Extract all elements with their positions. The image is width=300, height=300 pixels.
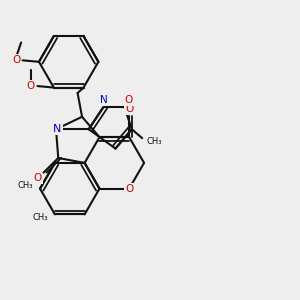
Text: CH₃: CH₃ (17, 181, 33, 190)
Text: O: O (12, 55, 20, 65)
Text: O: O (125, 104, 133, 114)
Text: CH₃: CH₃ (146, 137, 162, 146)
Text: O: O (125, 95, 133, 105)
Text: CH₃: CH₃ (32, 213, 48, 222)
Text: N: N (53, 124, 62, 134)
Text: N: N (100, 95, 107, 105)
Text: O: O (27, 81, 35, 91)
Text: O: O (125, 184, 133, 194)
Text: O: O (34, 173, 42, 184)
